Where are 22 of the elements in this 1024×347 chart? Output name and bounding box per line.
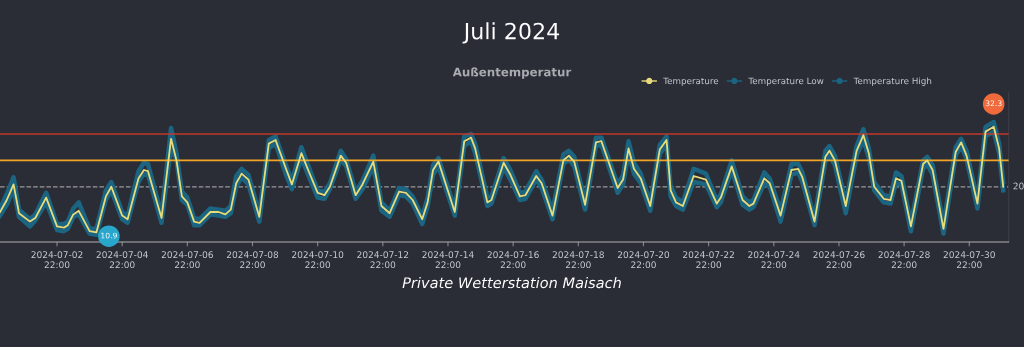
annotation: 20	[1013, 182, 1024, 190]
x-tick-label: 2024-07-22 22:00	[683, 251, 734, 269]
x-tick-label: 2024-07-04 22:00	[96, 251, 148, 269]
x-tick-label: 2024-07-26 22:00	[813, 251, 865, 269]
x-tick-label: 2024-07-24 22:00	[748, 251, 800, 269]
x-tick-label: 2024-07-14 22:00	[422, 251, 474, 269]
x-tick-label: 2024-07-02 22:00	[31, 251, 83, 269]
x-tick-label: 2024-07-20 22:00	[617, 251, 670, 269]
x-tick-label: 2024-07-28 22:00	[878, 251, 930, 269]
x-tick-label: 2024-07-18 22:00	[552, 251, 604, 269]
legend-label: Temperature	[663, 77, 719, 86]
text: Private Wetterstation Maisach	[402, 276, 621, 289]
x-tick-label: 2024-07-06 22:00	[161, 251, 213, 269]
chart-title: Juli 2024	[462, 22, 560, 44]
legend-label: Temperature Low	[748, 77, 824, 86]
x-tick-label: 2024-07-08 22:00	[226, 251, 279, 269]
x-tick-label: 2024-07-16 22:00	[487, 251, 539, 269]
x-tick-label: 2024-07-10 22:00	[292, 251, 344, 269]
chart-subtitle: Außentemperatur	[452, 67, 572, 79]
legend-label: Temperature High	[853, 77, 932, 86]
x-tick-label: 2024-07-30 22:00	[943, 251, 995, 269]
x-tick-label: 2024-07-12 22:00	[357, 251, 409, 269]
